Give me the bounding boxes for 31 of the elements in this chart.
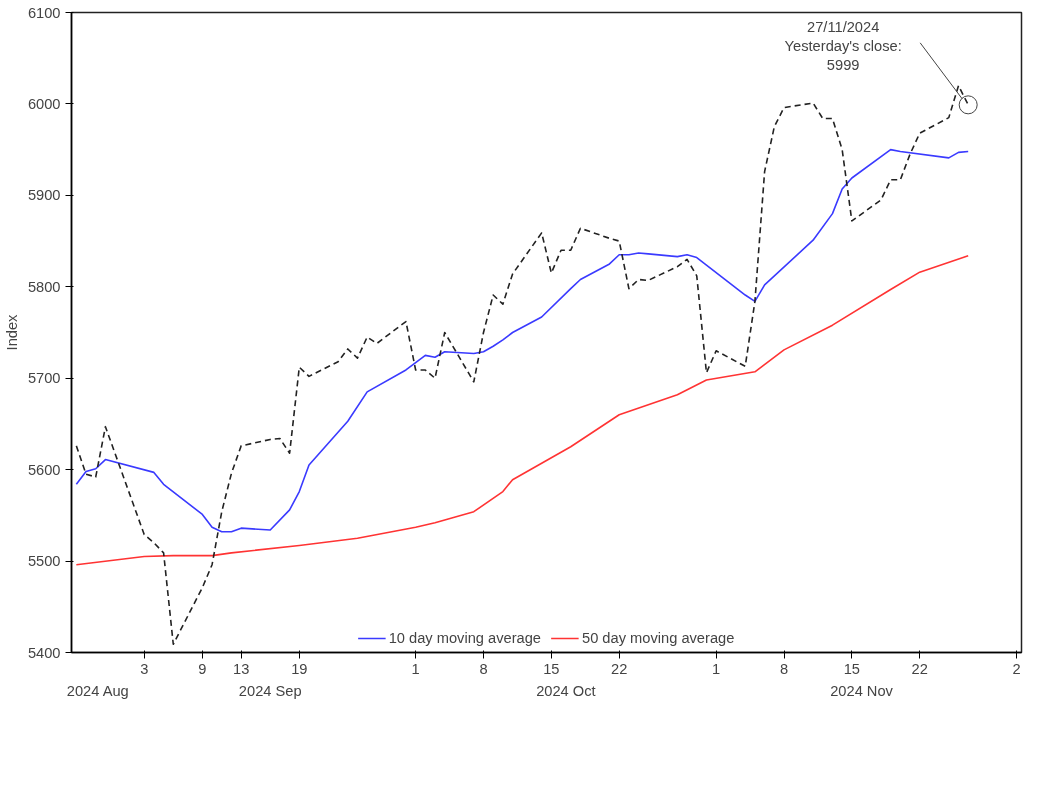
x-tick-label: 15 bbox=[543, 660, 560, 677]
x-tick-label: 22 bbox=[611, 660, 628, 677]
x-tick-label: 2 bbox=[1012, 660, 1021, 677]
y-tick-label: 5400 bbox=[27, 644, 61, 661]
x-tick-label: 1 bbox=[712, 660, 721, 677]
x-tick-label: 19 bbox=[291, 660, 308, 677]
x-tick-label: 9 bbox=[198, 660, 207, 677]
y-axis-title: Index bbox=[3, 313, 20, 351]
y-tick-label: 5600 bbox=[27, 461, 61, 478]
text: 2024 Oct bbox=[536, 682, 596, 699]
x-tick-label: 3 bbox=[140, 660, 149, 677]
y-tick-label: 6000 bbox=[27, 95, 61, 112]
text: 2024 Sep bbox=[238, 682, 302, 699]
y-tick-label: 6100 bbox=[27, 4, 61, 21]
x-tick-label: 1 bbox=[411, 660, 420, 677]
x-tick-label: 8 bbox=[479, 660, 488, 677]
x-tick-label: 22 bbox=[911, 660, 928, 677]
text: 2024 Nov bbox=[830, 682, 894, 699]
y-tick-label: 5500 bbox=[27, 553, 61, 570]
legend-label: 50 day moving average bbox=[582, 630, 735, 646]
y-tick-label: 5800 bbox=[27, 278, 61, 295]
x-tick-label: 15 bbox=[843, 660, 861, 677]
x-tick-label: 8 bbox=[779, 660, 789, 677]
line-series bbox=[75, 254, 969, 566]
annotation: 27/11/2024 Yesterday's close: 5999 bbox=[784, 18, 902, 73]
x-tick-label: 13 bbox=[232, 660, 250, 677]
legend-label: 10 day moving average bbox=[388, 630, 541, 646]
line-series bbox=[75, 148, 969, 533]
y-tick-label: 5700 bbox=[27, 370, 61, 387]
y-tick-label: 5900 bbox=[27, 187, 61, 204]
text: 2024 Aug bbox=[66, 682, 129, 699]
